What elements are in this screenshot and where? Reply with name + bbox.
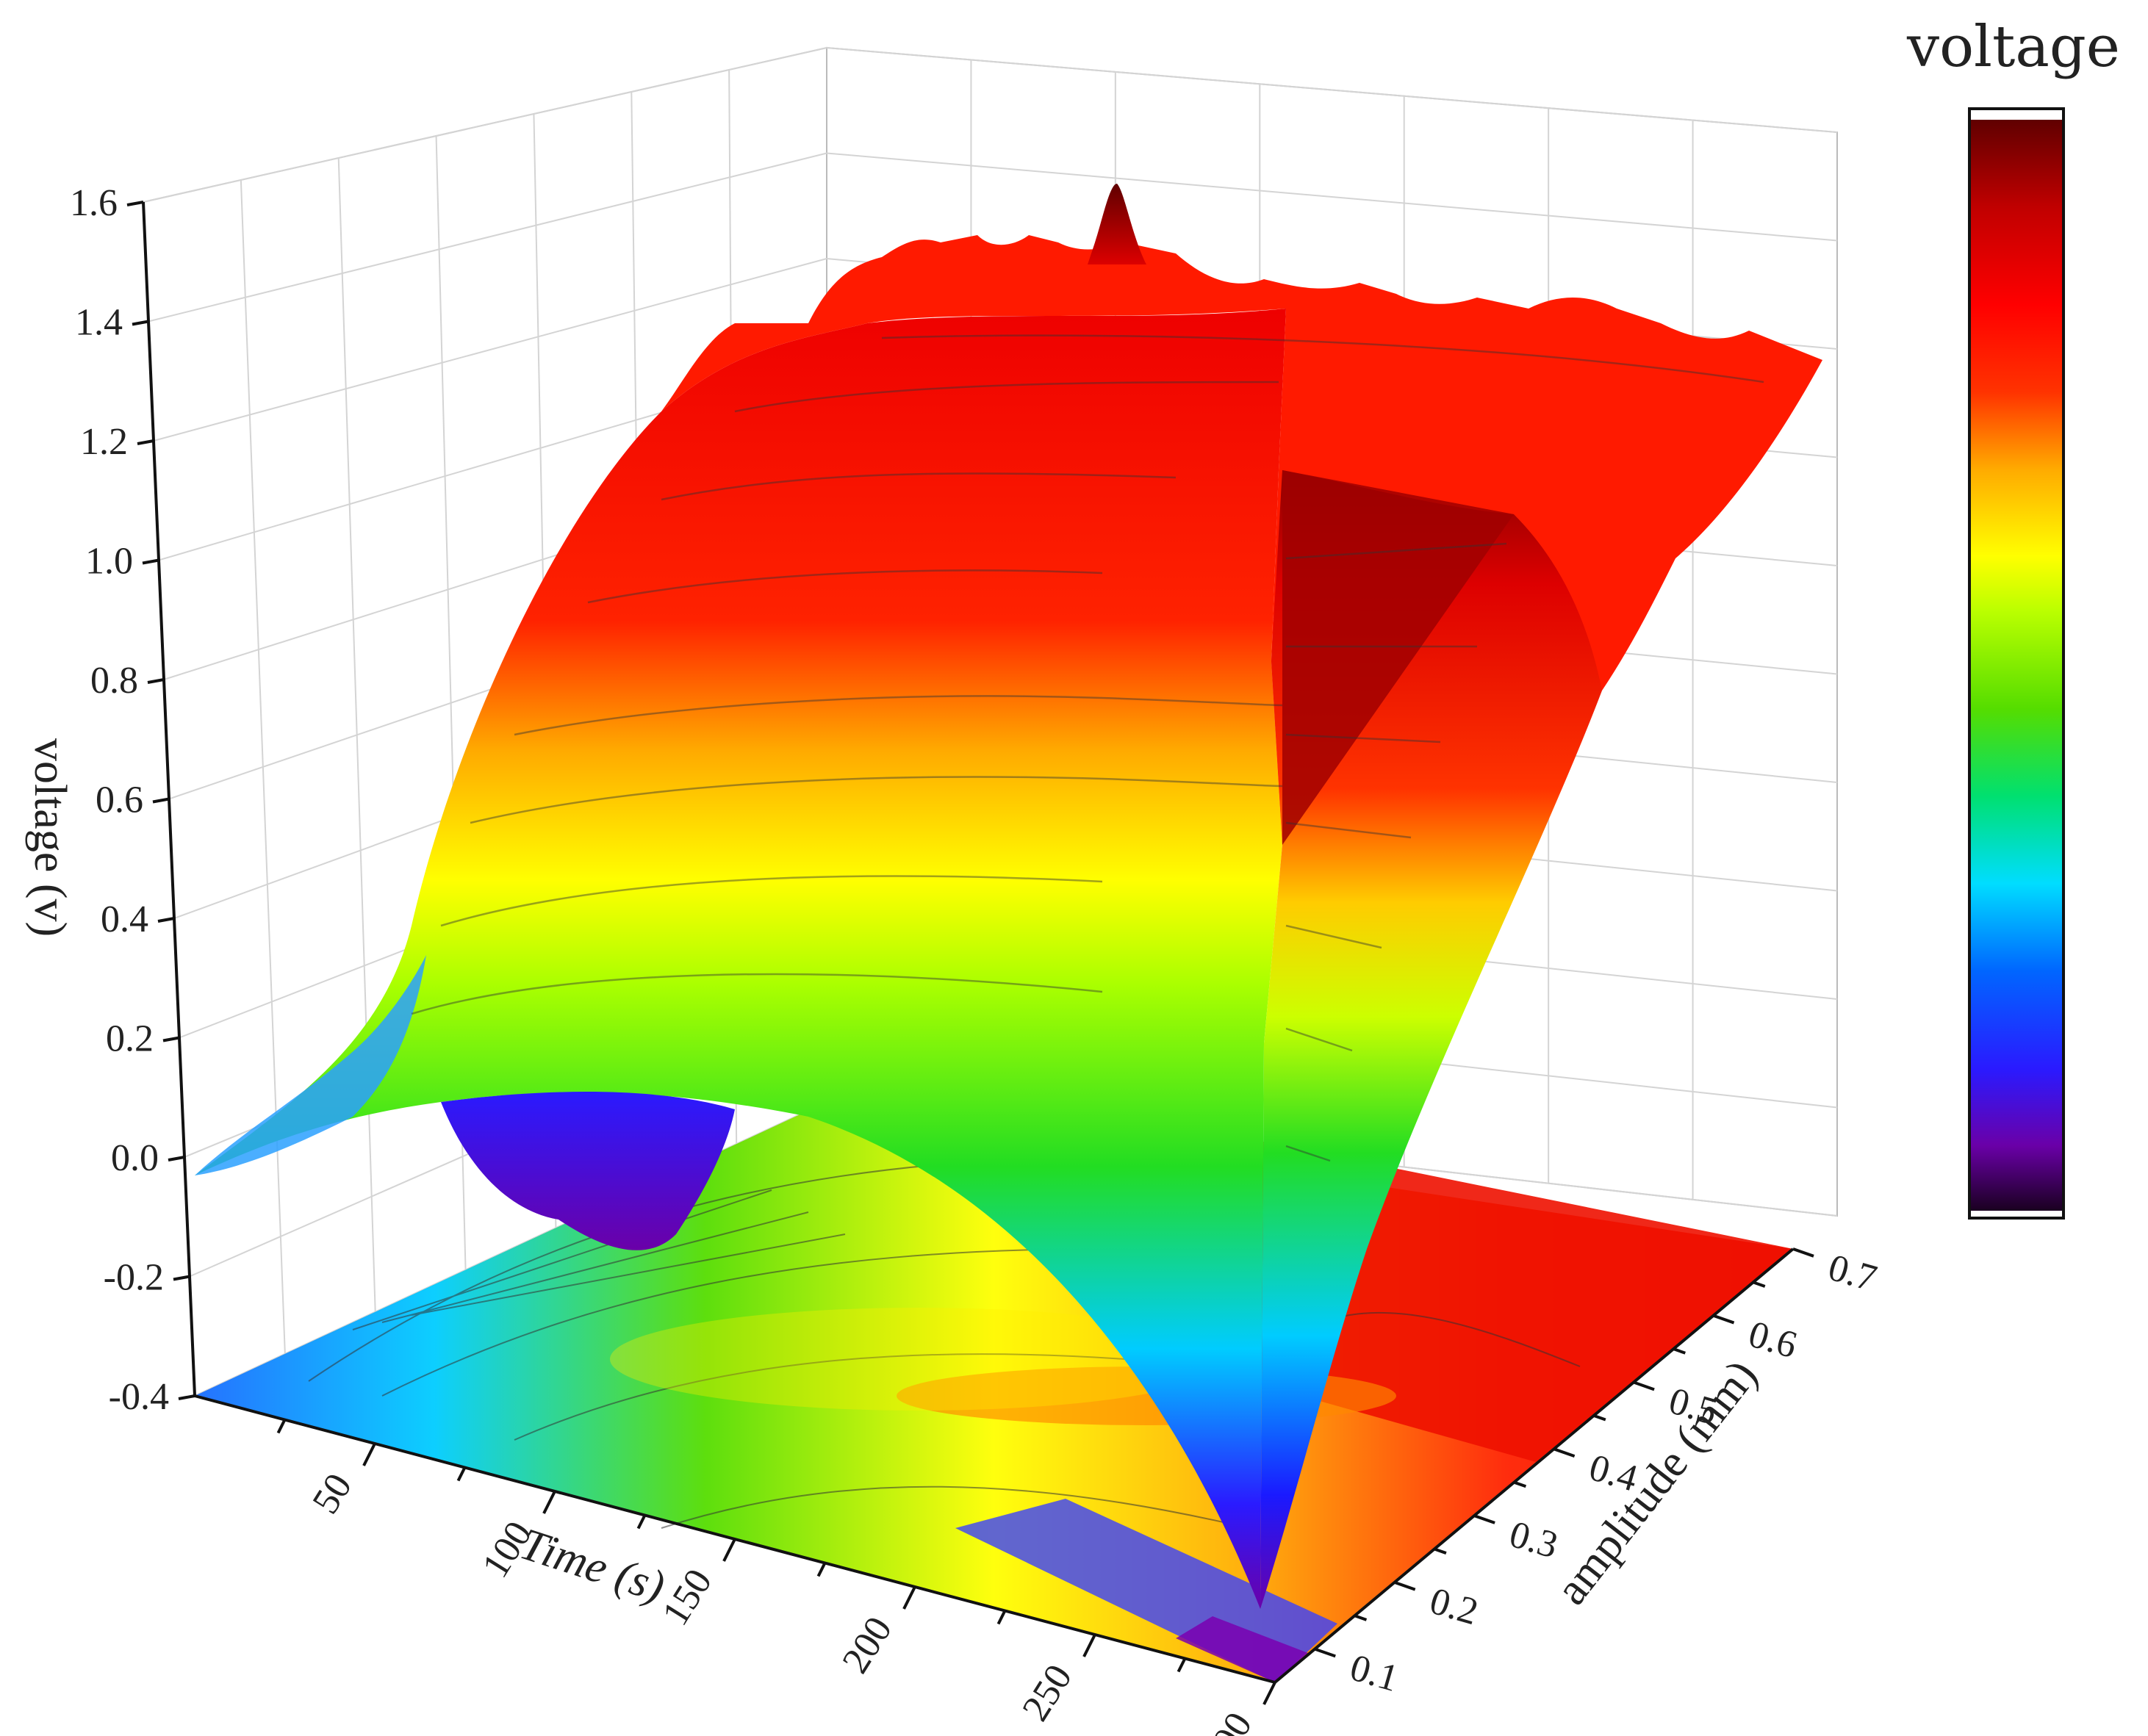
wall-grid-line <box>240 179 286 1354</box>
y-minor-tick-mark <box>1673 1347 1686 1355</box>
x-tick-mark <box>902 1586 916 1610</box>
z-tick-label: 1.0 <box>85 541 133 583</box>
y-tick-mark <box>1553 1447 1576 1458</box>
z-tick-label: -0.4 <box>109 1376 169 1418</box>
z-tick-mark <box>137 439 154 445</box>
z-tick-label: 0.4 <box>101 898 148 940</box>
x-tick-mark <box>1262 1682 1276 1705</box>
colorbar: voltage <box>1906 14 2120 1220</box>
wall-grid-line <box>143 47 827 203</box>
z-tick-mark <box>162 1036 180 1042</box>
x-tick-mark <box>542 1491 556 1514</box>
y-minor-tick-mark <box>1593 1414 1606 1422</box>
surface-peak-spike <box>1088 184 1146 264</box>
z-tick-mark <box>152 797 170 804</box>
wall-grid-line <box>153 258 827 442</box>
colorbar-gradient <box>1971 120 2062 1211</box>
z-tick-label: 0.2 <box>106 1018 154 1060</box>
z-tick-mark <box>142 558 159 565</box>
x-minor-tick-mark <box>1177 1657 1187 1673</box>
z-tick-label: 0.8 <box>90 660 138 702</box>
x-tick-label: 200 <box>835 1610 901 1680</box>
surface-front-sheet <box>195 309 1286 1609</box>
y-tick-label: 0.7 <box>1824 1247 1881 1300</box>
y-minor-tick-mark <box>1354 1614 1368 1621</box>
x-minor-tick-mark <box>816 1562 827 1577</box>
voltage-surface <box>195 184 1822 1609</box>
x-tick-mark <box>722 1538 736 1562</box>
y-minor-tick-mark <box>1434 1547 1447 1555</box>
x-axis-title: Time (s) <box>514 1519 671 1613</box>
surface-left-dip <box>441 1092 735 1250</box>
y-minor-tick-mark <box>1513 1480 1527 1488</box>
y-tick-mark <box>1712 1314 1735 1325</box>
x-tick-mark <box>362 1443 376 1466</box>
z-tick-label: 1.6 <box>70 182 118 224</box>
z-axis-title: voltage (v) <box>25 738 75 937</box>
y-tick-mark <box>1314 1647 1336 1658</box>
floor-purple-edge <box>1176 1616 1308 1682</box>
surface-contour-lines <box>411 334 1764 1162</box>
y-tick-mark <box>1633 1380 1655 1391</box>
y-tick-label: 0.6 <box>1744 1314 1801 1367</box>
floor-yellow-band <box>610 1308 1227 1411</box>
z-tick-label: 1.4 <box>75 302 123 344</box>
z-tick-mark <box>157 917 175 923</box>
z-tick-label: 0.0 <box>111 1137 159 1179</box>
x-minor-tick-mark <box>636 1514 647 1530</box>
y-minor-tick-mark <box>1753 1281 1766 1288</box>
y-axis-line <box>1274 1247 1795 1684</box>
z-axis: -0.4 -0.2 0.0 0.2 0.4 0.6 0.8 1.0 1.2 1.4 1.6 <box>70 182 195 1418</box>
z-tick-label: 1.2 <box>80 421 128 463</box>
colorbar-title: voltage <box>1906 14 2120 80</box>
wall-grid-line <box>337 157 376 1312</box>
z-tick-mark <box>147 678 165 684</box>
surface-fin <box>1282 470 1514 845</box>
wall-grid-line <box>826 47 1838 133</box>
z-tick-mark <box>173 1275 190 1281</box>
x-tick-label: 250 <box>1015 1657 1081 1728</box>
x-tick-mark <box>1082 1634 1096 1657</box>
y-tick-mark <box>1473 1514 1495 1524</box>
x-minor-tick-mark <box>276 1419 287 1434</box>
y-tick-mark <box>1394 1580 1416 1591</box>
z-tick-mark <box>178 1394 195 1400</box>
y-tick-mark <box>1792 1247 1814 1258</box>
wall-grid-line <box>148 152 827 323</box>
y-tick-label: 0.1 <box>1346 1646 1403 1700</box>
x-minor-tick-mark <box>456 1466 467 1482</box>
x-tick-label: 50 <box>304 1466 360 1521</box>
z-tick-label: -0.2 <box>104 1257 164 1299</box>
wall-grid-line <box>826 152 1838 242</box>
surface-left-tail <box>195 955 426 1175</box>
surface-right-face <box>1260 470 1602 1609</box>
z-tick-mark <box>132 320 149 326</box>
x-minor-tick-mark <box>996 1610 1007 1625</box>
z-tick-mark <box>126 201 144 206</box>
y-tick-label: 0.2 <box>1425 1580 1482 1634</box>
z-tick-mark <box>168 1156 185 1161</box>
y-tick-label: 0.3 <box>1505 1513 1562 1567</box>
x-tick-label: 300 <box>1195 1705 1261 1736</box>
z-tick-label: 0.6 <box>96 779 143 821</box>
